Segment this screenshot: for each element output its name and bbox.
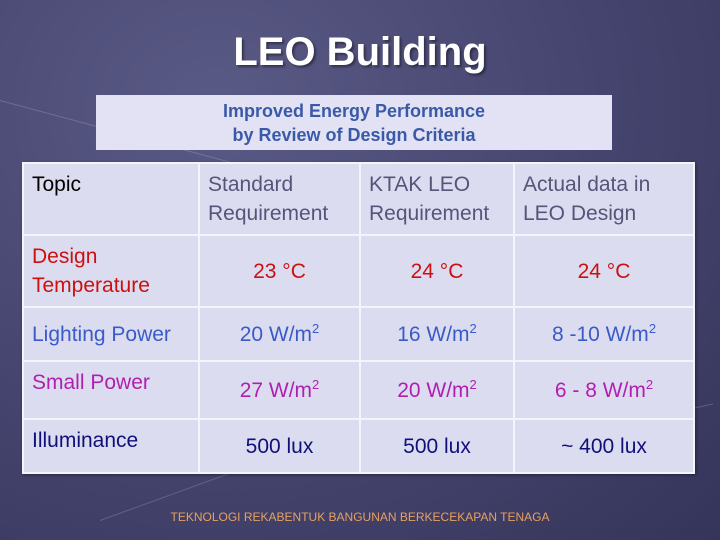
value-cell: 27 W/m2 — [198, 360, 361, 420]
value-cell: ~ 400 lux — [513, 418, 695, 474]
header-text: KTAK LEO — [369, 173, 471, 196]
value-text: 500 lux — [245, 434, 314, 458]
subtitle-line: Improved Energy Performance — [222, 101, 486, 121]
value-cell: 23 °C — [198, 234, 361, 308]
table-row: Lighting Power 20 W/m2 16 W/m2 8 -10 W/m… — [22, 306, 695, 362]
topic-cell: Small Power — [22, 360, 200, 420]
value-cell: 500 lux — [198, 418, 361, 474]
superscript: 2 — [469, 320, 477, 336]
topic-text: Small Power — [32, 371, 150, 394]
subtitle-line: by Review of Design Criteria — [232, 125, 476, 145]
topic-text: Design — [32, 245, 98, 268]
value-text: 500 lux — [403, 434, 471, 458]
value-cell: 16 W/m2 — [359, 306, 515, 362]
topic-text: Lighting Power — [32, 322, 171, 346]
header-cell: KTAK LEO Requirement — [359, 162, 515, 236]
subtitle-box: Improved Energy Performance by Review of… — [96, 95, 612, 150]
value-cell: 8 -10 W/m2 — [513, 306, 695, 362]
table-row: Design Temperature 23 °C 24 °C 24 °C — [22, 234, 695, 308]
table-row: Illuminance 500 lux 500 lux ~ 400 lux — [22, 418, 695, 474]
header-cell: Standard Requirement — [198, 162, 361, 236]
superscript: 2 — [469, 376, 477, 392]
topic-cell: Illuminance — [22, 418, 200, 474]
header-text: Requirement — [208, 202, 329, 225]
header-text: LEO Design — [523, 202, 637, 225]
superscript: 2 — [648, 320, 657, 336]
value-cell: 20 W/m2 — [198, 306, 361, 362]
value-text: 20 W/m — [239, 322, 313, 346]
superscript: 2 — [312, 320, 320, 336]
value-text: 23 °C — [253, 259, 306, 283]
header-cell: Actual data in LEO Design — [513, 162, 695, 236]
superscript: 2 — [645, 376, 654, 392]
topic-text: Illuminance — [32, 429, 139, 452]
value-text: 16 W/m — [397, 322, 470, 346]
header-text: Topic — [32, 173, 82, 196]
value-cell: 24 °C — [359, 234, 515, 308]
header-text: Actual data in — [523, 173, 651, 196]
value-text: ~ 400 lux — [561, 434, 647, 458]
footer-text: TEKNOLOGI REKABENTUK BANGUNAN BERKECEKAP… — [170, 510, 550, 524]
value-text: 8 -10 W/m — [551, 322, 649, 346]
value-text: 27 W/m — [239, 378, 313, 402]
value-text: 24 °C — [577, 259, 631, 283]
value-cell: 6 - 8 W/m2 — [513, 360, 695, 420]
table-header-row: Topic Standard Requirement KTAK LEO Requir… — [22, 162, 695, 236]
value-cell: 500 lux — [359, 418, 515, 474]
value-cell: 24 °C — [513, 234, 695, 308]
slide-title: LEO Building — [233, 30, 487, 74]
header-cell: Topic — [22, 162, 200, 236]
value-text: 6 - 8 W/m — [554, 378, 646, 402]
table-row: Small Power 27 W/m2 20 W/m2 6 - 8 W/m2 — [22, 360, 695, 420]
value-text: 20 W/m — [397, 378, 470, 402]
topic-text: Temperature — [32, 274, 150, 297]
value-text: 24 °C — [410, 259, 464, 283]
header-text: Standard — [208, 173, 294, 196]
comparison-table: Topic Standard Requirement KTAK LEO Requir… — [22, 162, 695, 474]
superscript: 2 — [312, 376, 320, 392]
value-cell: 20 W/m2 — [359, 360, 515, 420]
header-text: Requirement — [369, 202, 490, 225]
topic-cell: Lighting Power — [22, 306, 200, 362]
topic-cell: Design Temperature — [22, 234, 200, 308]
